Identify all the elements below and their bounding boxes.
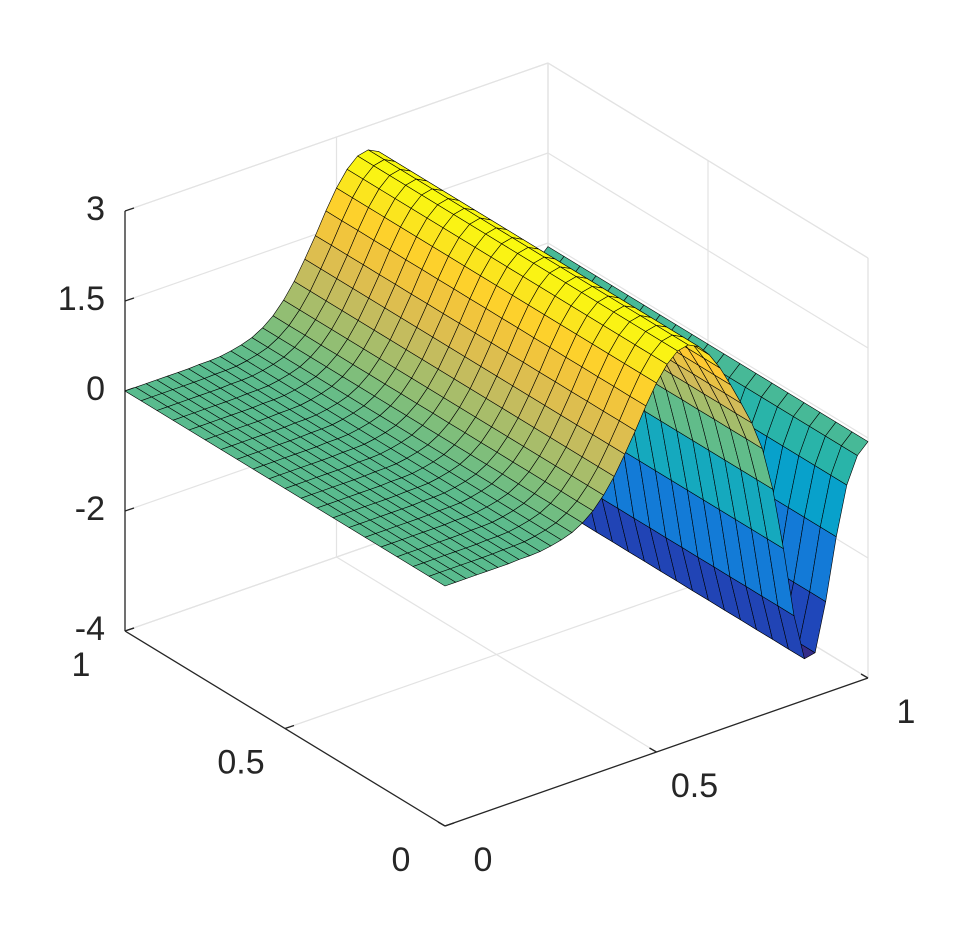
z-tick [124, 207, 135, 212]
x-tick-label: 0 [474, 841, 493, 879]
surface-patch [841, 431, 869, 456]
z-tick-label: -4 [75, 610, 105, 648]
x-tick [649, 747, 657, 753]
x-tick-label: 1 [897, 693, 916, 731]
y-tick [444, 822, 455, 827]
axes-layer [124, 207, 869, 827]
y-tick-label: 0 [392, 841, 411, 879]
surface-layer [124, 149, 869, 660]
z-tick [124, 507, 135, 512]
surface-patch [650, 340, 678, 365]
x-tick [860, 673, 869, 679]
y-tick-label: 0.5 [217, 743, 264, 781]
x-tick [437, 821, 446, 827]
z-tick-label: 1.5 [58, 280, 105, 318]
z-tick-label: 0 [86, 370, 105, 408]
z-tick [124, 297, 135, 302]
grid-line [284, 579, 709, 730]
surface-patch [428, 572, 456, 587]
y-tick-label: 1 [72, 646, 91, 684]
y-tick [284, 724, 295, 730]
y-tick [124, 627, 135, 632]
z-tick-label: 3 [86, 190, 105, 228]
z-tick-label: -2 [75, 490, 105, 528]
x-tick-label: 0.5 [671, 767, 718, 805]
label-layer: -4 -2 0 1.5 3 0 0.5 1 0 0.5 1 [58, 190, 916, 879]
